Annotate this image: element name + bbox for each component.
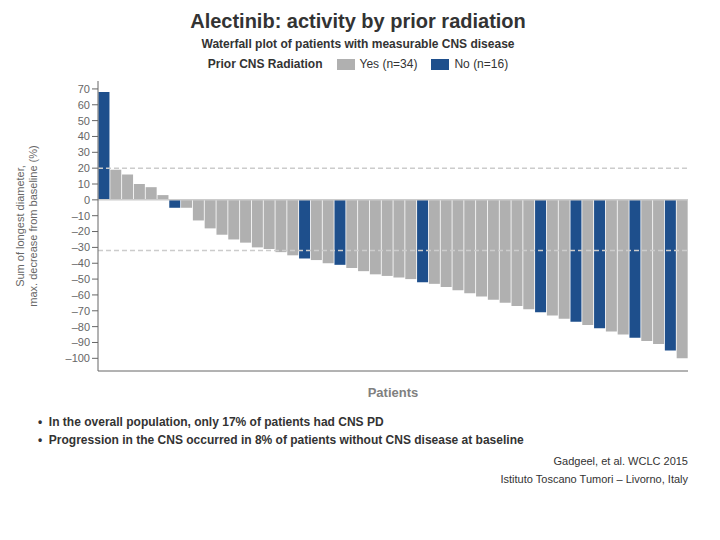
html-text:Prior CNS Radiation: Prior CNS Radiation: [207, 57, 323, 71]
svg-text:–30: –30: [72, 241, 90, 253]
svg-text:–60: –60: [72, 289, 90, 301]
svg-text:Sum of longest diameter,max. d: Sum of longest diameter,max. decrease fr…: [14, 145, 39, 306]
svg-text:70: 70: [78, 83, 90, 95]
svg-text:0: 0: [84, 194, 90, 206]
html-text:No (n=16): No (n=16): [454, 57, 509, 71]
svg-text:–20: –20: [72, 225, 90, 237]
svg-text:Patients: Patients: [368, 385, 419, 400]
svg-text:50: 50: [78, 115, 90, 127]
svg-text:60: 60: [78, 99, 90, 111]
svg-text:–40: –40: [72, 257, 90, 269]
svg-text:–70: –70: [72, 305, 90, 317]
html-text:• Progression in the CNS occur: • Progression in the CNS occurred in 8% …: [38, 433, 524, 447]
html-text:Yes (n=34): Yes (n=34): [359, 57, 418, 71]
svg-text:20: 20: [78, 162, 90, 174]
svg-text:–90: –90: [72, 336, 90, 348]
html-text:Alectinib: activity by prior r: Alectinib: activity by prior radiation: [190, 10, 526, 32]
svg-text:–50: –50: [72, 273, 90, 285]
svg-text:30: 30: [78, 146, 90, 158]
svg-text:–10: –10: [72, 210, 90, 222]
svg-text:10: 10: [78, 178, 90, 190]
svg-text:–80: –80: [72, 321, 90, 333]
html-text:Waterfall plot of patients wit: Waterfall plot of patients with measurab…: [201, 37, 515, 51]
svg-text:40: 40: [78, 130, 90, 142]
svg-text:–100: –100: [66, 352, 90, 364]
html-text:• In the overall population, o: • In the overall population, only 17% of…: [38, 415, 384, 429]
html-text:Istituto Toscano Tumori – Livo: Istituto Toscano Tumori – Livorno, Italy: [500, 473, 688, 485]
html-text:Gadgeel, et al. WCLC 2015: Gadgeel, et al. WCLC 2015: [553, 455, 688, 467]
